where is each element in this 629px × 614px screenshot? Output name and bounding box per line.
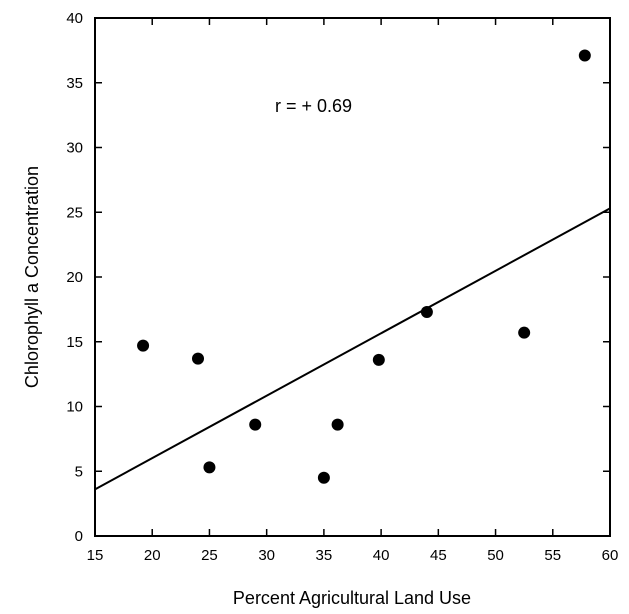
y-tick-label: 25 xyxy=(66,204,83,221)
y-tick-label: 10 xyxy=(66,399,83,416)
data-point xyxy=(203,461,216,474)
data-point xyxy=(317,471,330,484)
x-axis-title: Percent Agricultural Land Use xyxy=(233,588,471,608)
plot-frame xyxy=(94,17,611,537)
data-point xyxy=(420,305,433,318)
x-axis-ticks: 15 20 25 30 35 40 45 50 55 60 xyxy=(87,18,619,564)
data-points xyxy=(137,49,591,484)
y-tick-label: 30 xyxy=(66,140,83,157)
regression-line xyxy=(94,207,611,491)
y-tick-label: 15 xyxy=(66,334,83,351)
y-tick-label: 20 xyxy=(66,269,83,286)
y-axis-title: Chlorophyll a Concentration xyxy=(22,166,42,388)
x-tick-label: 35 xyxy=(316,547,333,564)
x-tick-label: 40 xyxy=(373,547,390,564)
data-point xyxy=(372,353,385,366)
x-tick-label: 30 xyxy=(258,547,275,564)
data-point xyxy=(518,326,531,339)
x-tick-label: 50 xyxy=(487,547,504,564)
x-tick-label: 25 xyxy=(201,547,218,564)
x-tick-label: 15 xyxy=(87,547,104,564)
data-point xyxy=(249,418,262,431)
x-tick-label: 55 xyxy=(544,547,561,564)
x-tick-label: 60 xyxy=(602,547,619,564)
x-tick-label: 20 xyxy=(144,547,161,564)
y-tick-label: 40 xyxy=(66,10,83,27)
x-tick-label: 45 xyxy=(430,547,447,564)
data-point xyxy=(331,418,344,431)
y-axis-ticks: 0 5 10 15 20 25 30 35 40 xyxy=(66,10,610,545)
data-point xyxy=(192,352,204,365)
y-tick-label: 5 xyxy=(75,463,83,480)
data-point xyxy=(578,49,591,62)
y-tick-label: 0 xyxy=(75,528,83,545)
y-tick-label: 35 xyxy=(66,75,83,92)
correlation-annotation: r = + 0.69 xyxy=(275,96,352,116)
data-point xyxy=(137,339,150,352)
